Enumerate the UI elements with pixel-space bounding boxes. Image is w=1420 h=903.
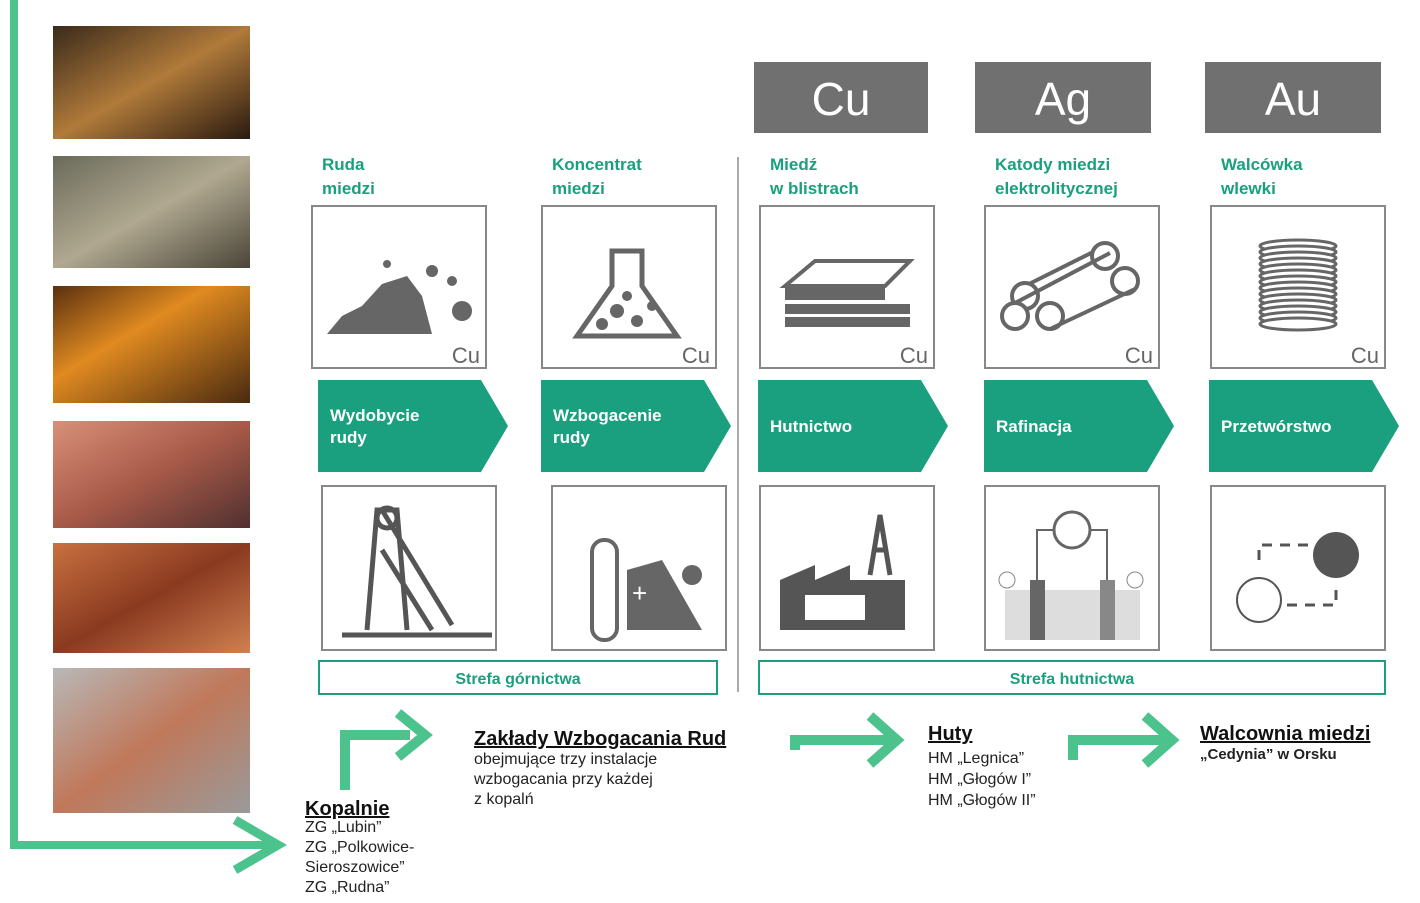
- icon-shape: [610, 304, 624, 318]
- product-label: Ruda: [322, 155, 365, 174]
- photo: [53, 421, 250, 528]
- icon-shape: [622, 291, 632, 301]
- product-icon: [1260, 240, 1336, 330]
- icon-shape: [426, 265, 438, 277]
- icon-shape: [1030, 580, 1045, 640]
- process-arrow: [541, 380, 731, 472]
- icon-shape: [1054, 512, 1090, 548]
- product-label: Walcówka: [1221, 155, 1303, 174]
- icon-shape: [647, 301, 657, 311]
- site-title: Huty: [928, 723, 973, 745]
- site-line: z kopalń: [474, 791, 534, 808]
- site-line: wzbogacania przy każdej: [473, 771, 653, 788]
- photo: [53, 668, 250, 813]
- product-label: elektrolitycznej: [995, 179, 1118, 198]
- process-arrow: [318, 380, 508, 472]
- icon-shape: [447, 276, 457, 286]
- icon-shape: [1005, 590, 1140, 640]
- flow-arrow: [345, 735, 410, 790]
- icon-shape: [1100, 580, 1115, 640]
- site-line: HM „Głogów II”: [928, 792, 1036, 809]
- icon-shape: [631, 315, 643, 327]
- icon-shape: [1002, 303, 1028, 329]
- diagram: Cu Ag Au Ruda miedzi Cu Wydobycie rudy Koncentra…: [0, 0, 1420, 903]
- icon-shape: [785, 317, 910, 327]
- photo: [53, 286, 250, 403]
- site-line: ZG „Rudna”: [305, 879, 389, 896]
- icon-shape: [596, 318, 608, 330]
- icon-shape: [1237, 578, 1281, 622]
- product-label: Miedź: [770, 155, 817, 174]
- page: Cu Ag Au Ruda miedzi Cu Wydobycie rudy Koncentra…: [0, 0, 1420, 903]
- element-tag: Cu: [1351, 343, 1379, 368]
- metal-label: Ag: [1035, 73, 1091, 125]
- icon-shape: [452, 301, 472, 321]
- site-line: Sieroszowice”: [305, 859, 405, 876]
- process-label: rudy: [330, 428, 367, 447]
- flow-arrow: [795, 740, 890, 750]
- process-label: Wydobycie: [330, 406, 419, 425]
- process-label: Przetwórstwo: [1221, 417, 1332, 436]
- site-title: Kopalnie: [305, 798, 389, 820]
- zone-label: Strefa hutnictwa: [1010, 671, 1135, 688]
- site-title: Walcownia miedzi: [1200, 723, 1370, 745]
- product-label: w blistrach: [769, 179, 859, 198]
- icon-shape: [805, 595, 865, 620]
- product-label: miedzi: [322, 179, 375, 198]
- element-tag: Cu: [452, 343, 480, 368]
- product-label: wlewki: [1220, 179, 1276, 198]
- site-line: obejmujące trzy instalacje: [474, 751, 657, 768]
- site-line: ZG „Polkowice-: [305, 839, 414, 856]
- product-label: miedzi: [552, 179, 605, 198]
- icon-shape: [1260, 318, 1336, 330]
- photo: [53, 26, 250, 139]
- product-label: Katody miedzi: [995, 155, 1110, 174]
- icon-shape: [785, 286, 885, 300]
- process-label: Hutnictwo: [770, 417, 852, 436]
- site-line: HM „Głogów I”: [928, 771, 1031, 788]
- icon-shape: [785, 304, 910, 314]
- icon-shape: [1313, 532, 1359, 578]
- product-label: Koncentrat: [552, 155, 642, 174]
- icon-shape: +: [632, 578, 647, 608]
- site-line: „Cedynia” w Orsku: [1200, 746, 1337, 763]
- metal-label: Cu: [812, 73, 871, 125]
- element-tag: Cu: [1125, 343, 1153, 368]
- metal-label: Au: [1265, 73, 1321, 125]
- icon-shape: [592, 540, 617, 640]
- process-label: Wzbogacenie: [553, 406, 662, 425]
- site-title: Zakłady Wzbogacania Rud: [474, 728, 726, 750]
- site-line: HM „Legnica”: [928, 750, 1024, 767]
- zone-label: Strefa górnictwa: [455, 671, 580, 688]
- icon-shape: [383, 260, 391, 268]
- icon-shape: [682, 565, 702, 585]
- process-label: Rafinacja: [996, 417, 1072, 436]
- element-tag: Cu: [900, 343, 928, 368]
- site-line: ZG „Lubin”: [305, 819, 381, 836]
- process-label: rudy: [553, 428, 590, 447]
- photo: [53, 156, 250, 268]
- element-tag: Cu: [682, 343, 710, 368]
- photo: [53, 543, 250, 653]
- icon-box: [1211, 486, 1385, 650]
